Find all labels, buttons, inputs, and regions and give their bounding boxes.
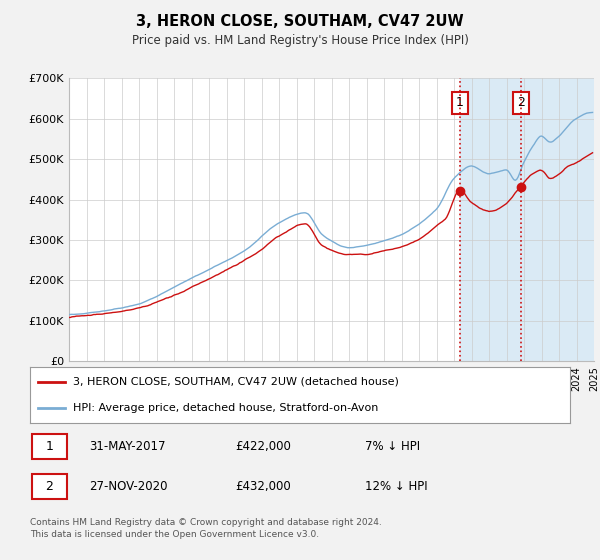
Text: 1: 1 (456, 96, 464, 109)
FancyBboxPatch shape (32, 474, 67, 500)
Text: Price paid vs. HM Land Registry's House Price Index (HPI): Price paid vs. HM Land Registry's House … (131, 34, 469, 46)
Text: £432,000: £432,000 (235, 480, 291, 493)
Text: 3, HERON CLOSE, SOUTHAM, CV47 2UW (detached house): 3, HERON CLOSE, SOUTHAM, CV47 2UW (detac… (73, 377, 399, 387)
Text: 27-NOV-2020: 27-NOV-2020 (89, 480, 168, 493)
Text: 1: 1 (45, 440, 53, 453)
Text: £422,000: £422,000 (235, 440, 291, 453)
Text: 3, HERON CLOSE, SOUTHAM, CV47 2UW: 3, HERON CLOSE, SOUTHAM, CV47 2UW (136, 14, 464, 29)
FancyBboxPatch shape (32, 433, 67, 459)
Text: 31-MAY-2017: 31-MAY-2017 (89, 440, 166, 453)
Text: HPI: Average price, detached house, Stratford-on-Avon: HPI: Average price, detached house, Stra… (73, 403, 379, 413)
Text: 2: 2 (45, 480, 53, 493)
Bar (460, 78, 594, 361)
Text: 12% ↓ HPI: 12% ↓ HPI (365, 480, 427, 493)
Text: 2: 2 (517, 96, 525, 109)
Text: Contains HM Land Registry data © Crown copyright and database right 2024.
This d: Contains HM Land Registry data © Crown c… (30, 518, 382, 539)
Text: 7% ↓ HPI: 7% ↓ HPI (365, 440, 420, 453)
